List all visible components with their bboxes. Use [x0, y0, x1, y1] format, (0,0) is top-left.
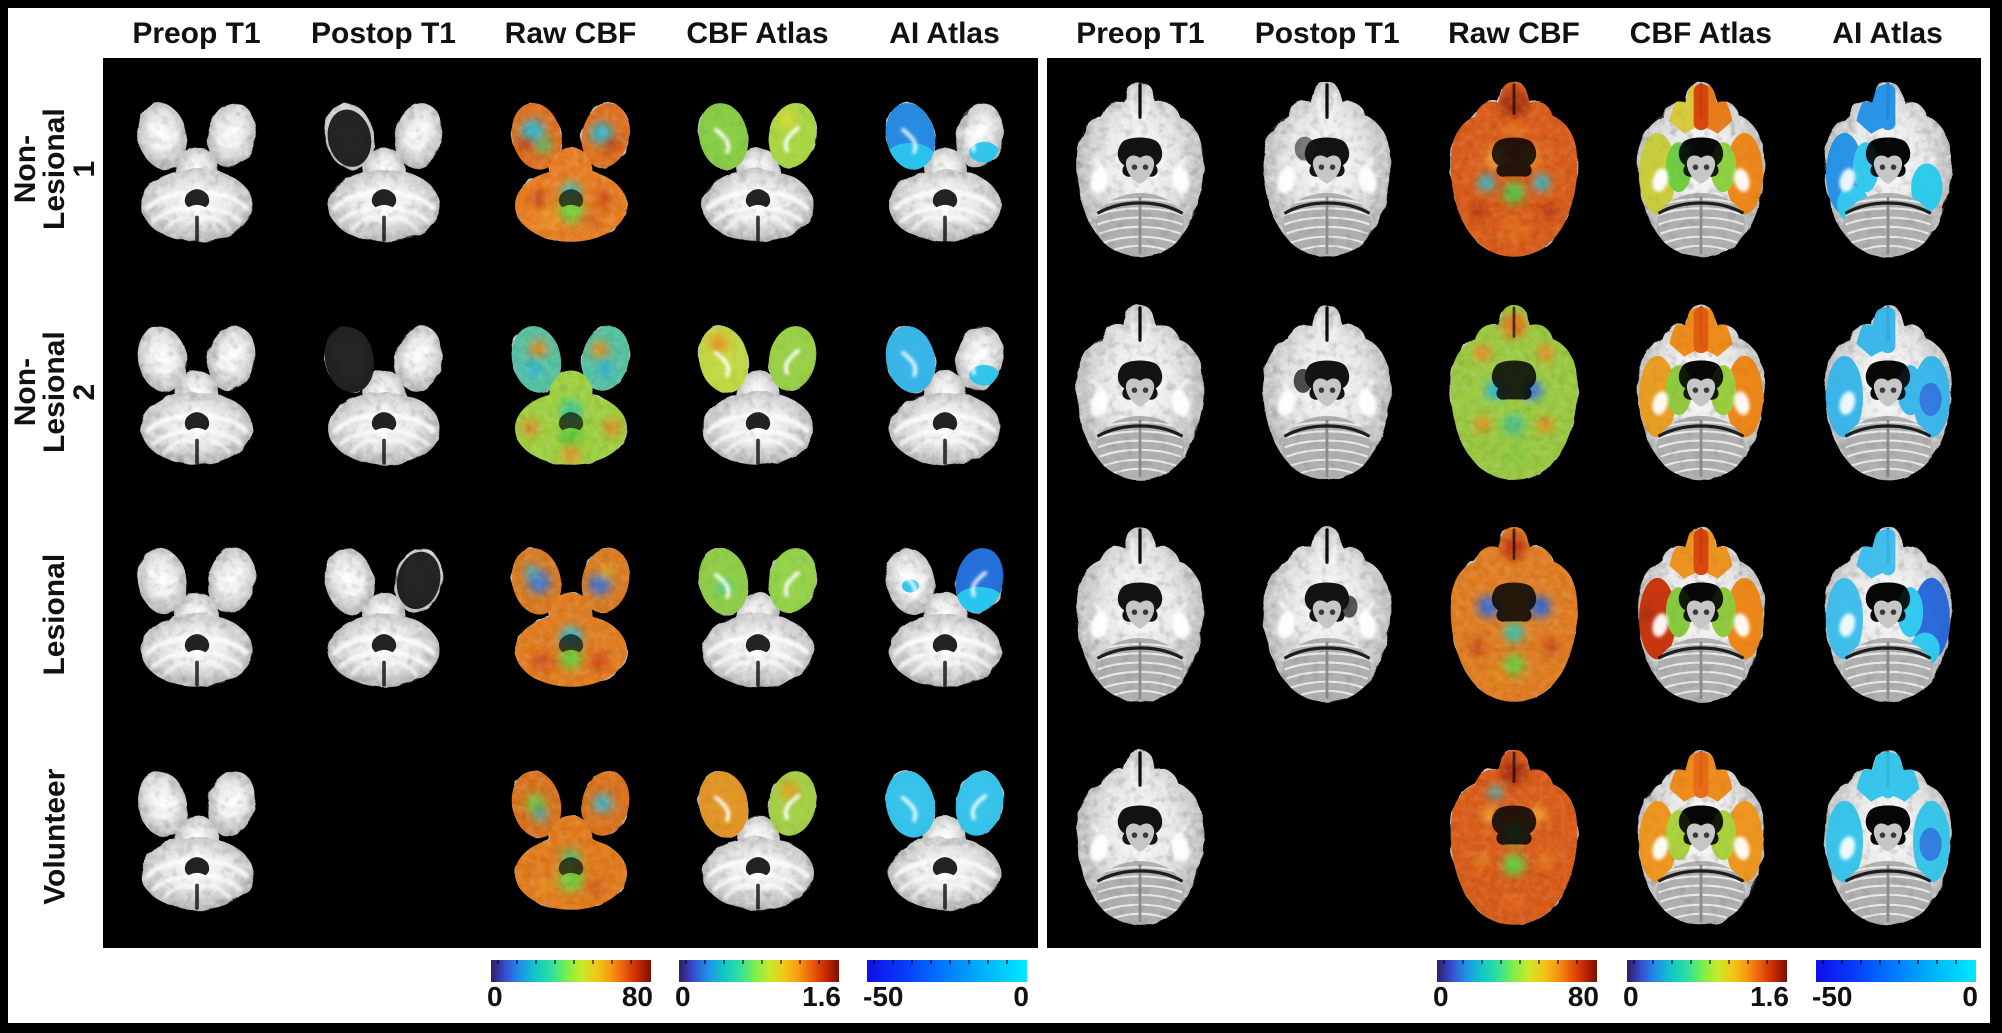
colorbar-gradient	[1816, 960, 1976, 982]
scan-left-panel-non-lesional-1-cbf-atlas	[664, 58, 851, 281]
colorbar-max-label: 0	[1962, 981, 1978, 1012]
scan-right-panel-non-lesional-2-postop-t1	[1234, 281, 1421, 504]
scan-left-panel-non-lesional-2-postop-t1	[290, 281, 477, 504]
colorbar-ticks	[1443, 960, 1591, 964]
scan-right-panel-volunteer-raw-cbf	[1421, 726, 1608, 949]
colorbar-ticks	[685, 960, 833, 964]
colorbar-gradient	[679, 960, 839, 982]
scan-left-panel-non-lesional-2-raw-cbf	[477, 281, 664, 504]
scan-left-panel-volunteer-postop-t1	[290, 726, 477, 949]
column-header-ai-atlas: AI Atlas	[1832, 17, 1943, 50]
colorbar-max-label: 1.6	[1750, 981, 1789, 1012]
scan-right-panel-volunteer-preop-t1	[1047, 726, 1234, 949]
scan-left-panel-non-lesional-2-preop-t1	[103, 281, 290, 504]
colorbar-min-label: 0	[1623, 981, 1639, 1012]
scan-right-panel-non-lesional-2-cbf-atlas	[1607, 281, 1794, 504]
scan-right-panel-non-lesional-1-cbf-atlas	[1607, 58, 1794, 281]
row-label-volunteer: Volunteer	[38, 768, 72, 905]
column-header-raw-cbf: Raw CBF	[1448, 17, 1580, 50]
column-header-raw-cbf: Raw CBF	[504, 17, 637, 50]
column-headers-left: Preop T1 Postop T1 Raw CBF CBF Atlas AI …	[103, 12, 1038, 56]
column-header-postop-t1: Postop T1	[1254, 17, 1400, 50]
scan-left-panel-non-lesional-1-ai-atlas	[851, 58, 1038, 281]
scan-right-panel-lesional-cbf-atlas	[1607, 503, 1794, 726]
colorbar-min-label: 0	[675, 981, 691, 1012]
scan-left-panel-non-lesional-1-raw-cbf	[477, 58, 664, 281]
row-labels: Non-Lesional 1 Non-Lesional 2 Lesional V…	[8, 58, 102, 948]
colorbar-min-label: -50	[1812, 981, 1853, 1012]
scan-right-panel-lesional-ai-atlas	[1794, 503, 1981, 726]
scan-left-panel-volunteer-cbf-atlas	[664, 726, 851, 949]
scan-right-panel-non-lesional-1-raw-cbf	[1421, 58, 1608, 281]
scan-right-panel-non-lesional-1-ai-atlas	[1794, 58, 1981, 281]
column-header-cbf-atlas: CBF Atlas	[686, 17, 829, 50]
scan-right-panel-lesional-raw-cbf	[1421, 503, 1608, 726]
scan-right-panel-non-lesional-2-ai-atlas	[1794, 281, 1981, 504]
colorbar-max-label: 80	[621, 981, 653, 1012]
scan-right-panel-non-lesional-2-preop-t1	[1047, 281, 1234, 504]
colorbar-cbf-atlas-left: 0 1.6	[675, 960, 841, 1012]
scan-right-panel-lesional-preop-t1	[1047, 503, 1234, 726]
column-header-ai-atlas: AI Atlas	[889, 17, 1000, 50]
colorbar-ticks	[1633, 960, 1781, 964]
row-label-lesional: Lesional	[38, 553, 72, 676]
scan-left-panel-volunteer-preop-t1	[103, 726, 290, 949]
colorbar-max-label: 0	[1013, 981, 1029, 1012]
scan-left-panel-lesional-preop-t1	[103, 503, 290, 726]
colorbar-raw-cbf-left: 0 80	[487, 960, 653, 1012]
scan-left-panel-lesional-postop-t1	[290, 503, 477, 726]
scan-right-panel-volunteer-ai-atlas	[1794, 726, 1981, 949]
scan-left-panel-volunteer-ai-atlas	[851, 726, 1038, 949]
colorbar-min-label: -50	[863, 981, 904, 1012]
colorbar-min-label: 0	[1433, 981, 1449, 1012]
scan-left-panel-non-lesional-1-preop-t1	[103, 58, 290, 281]
colorbar-ticks	[873, 960, 1021, 964]
colorbar-gradient	[1437, 960, 1597, 982]
scan-left-panel-non-lesional-2-cbf-atlas	[664, 281, 851, 504]
colorbar-gradient	[491, 960, 651, 982]
scan-left-panel-volunteer-raw-cbf	[477, 726, 664, 949]
scan-right-panel-non-lesional-1-preop-t1	[1047, 58, 1234, 281]
column-headers-right: Preop T1 Postop T1 Raw CBF CBF Atlas AI …	[1047, 12, 1981, 56]
column-header-preop-t1: Preop T1	[132, 17, 261, 50]
scan-panel-right	[1047, 58, 1981, 948]
colorbar-ticks	[497, 960, 645, 964]
column-header-postop-t1: Postop T1	[310, 17, 456, 50]
scan-right-panel-volunteer-cbf-atlas	[1607, 726, 1794, 949]
scan-left-panel-lesional-ai-atlas	[851, 503, 1038, 726]
colorbar-ai-atlas-right: -50 0	[1812, 960, 1978, 1012]
scan-left-panel-lesional-raw-cbf	[477, 503, 664, 726]
scan-right-panel-non-lesional-2-raw-cbf	[1421, 281, 1608, 504]
column-header-preop-t1: Preop T1	[1076, 17, 1205, 50]
scan-panel-left	[103, 58, 1038, 948]
colorbar-gradient	[1627, 960, 1787, 982]
colorbar-gradient	[867, 960, 1027, 982]
scan-left-panel-non-lesional-2-ai-atlas	[851, 281, 1038, 504]
figure-background: Preop T1 Postop T1 Raw CBF CBF Atlas AI …	[8, 8, 1990, 1023]
row-label-non-lesional-1: Non-Lesional 1	[8, 108, 101, 231]
colorbar-ai-atlas-left: -50 0	[863, 960, 1029, 1012]
colorbar-raw-cbf-right: 0 80	[1433, 960, 1599, 1012]
row-label-non-lesional-2: Non-Lesional 2	[8, 330, 101, 453]
colorbar-ticks	[1822, 960, 1970, 964]
scan-left-panel-lesional-cbf-atlas	[664, 503, 851, 726]
colorbar-cbf-atlas-right: 0 1.6	[1623, 960, 1789, 1012]
colorbar-max-label: 80	[1567, 981, 1599, 1012]
column-header-cbf-atlas: CBF Atlas	[1629, 17, 1772, 50]
scan-right-panel-volunteer-postop-t1	[1234, 726, 1421, 949]
scan-right-panel-lesional-postop-t1	[1234, 503, 1421, 726]
colorbar-max-label: 1.6	[802, 981, 841, 1012]
scan-right-panel-non-lesional-1-postop-t1	[1234, 58, 1421, 281]
colorbar-min-label: 0	[487, 981, 503, 1012]
scan-left-panel-non-lesional-1-postop-t1	[290, 58, 477, 281]
